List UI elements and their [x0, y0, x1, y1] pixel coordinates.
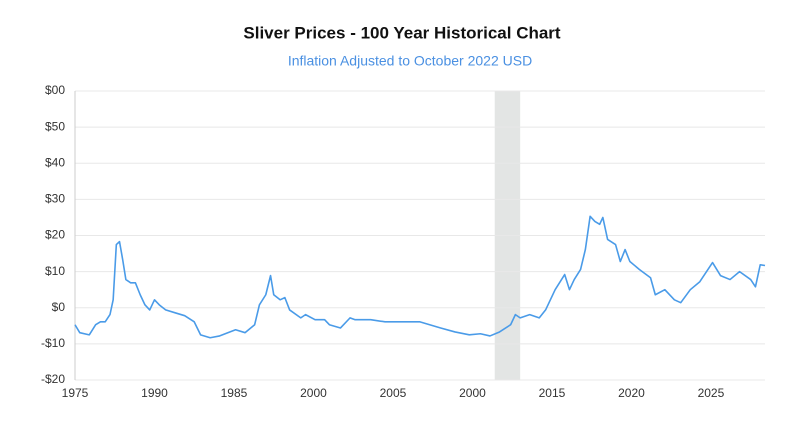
chart-title: Sliver Prices - 100 Year Historical Char…: [243, 23, 561, 42]
y-tick-label: $0: [52, 300, 66, 314]
x-tick-label: 2000: [300, 386, 327, 400]
x-tick-label: 1990: [141, 386, 168, 400]
y-tick-label: $20: [45, 228, 65, 242]
x-tick-label: 1985: [221, 386, 248, 400]
x-tick-label: 2000: [459, 386, 486, 400]
chart-subtitle: Inflation Adjusted to October 2022 USD: [288, 53, 532, 69]
y-tick-label: $00: [45, 83, 65, 97]
x-tick-label: 2020: [618, 386, 645, 400]
y-tick-label: $40: [45, 155, 65, 169]
y-tick-label: -$10: [41, 336, 65, 350]
y-tick-label: $30: [45, 192, 65, 206]
y-tick-label: $10: [45, 264, 65, 278]
x-tick-label: 2025: [698, 386, 725, 400]
price-line: [74, 215, 766, 339]
y-tick-label: $50: [45, 119, 65, 133]
x-tick-label: 1975: [62, 386, 89, 400]
x-tick-label: 2005: [380, 386, 407, 400]
y-tick-label: -$20: [41, 372, 65, 386]
x-tick-label: 2015: [539, 386, 566, 400]
